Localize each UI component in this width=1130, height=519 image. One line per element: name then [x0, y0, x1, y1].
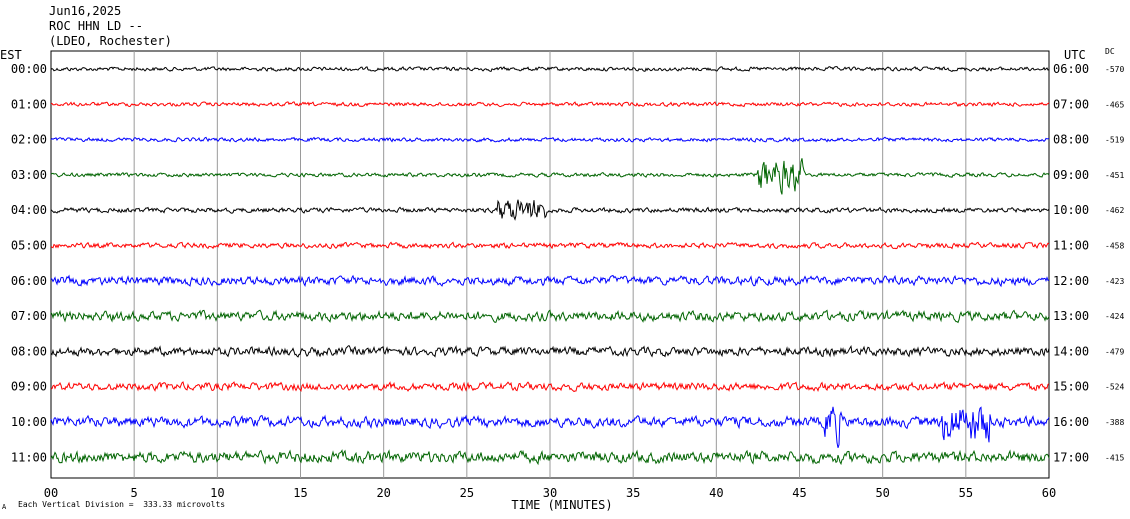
row-label-utc: 08:00 [1053, 133, 1089, 147]
dc-label: DC [1105, 47, 1115, 56]
header-date: Jun16,2025 [49, 4, 122, 18]
row-label-dc: -388 [1105, 418, 1124, 427]
trace-row-06:00 [50, 274, 1050, 288]
row-label-utc: 15:00 [1053, 380, 1089, 394]
x-axis-title: TIME (MINUTES) [511, 498, 612, 512]
chart-grid [50, 50, 1050, 479]
footer-scale-note: Each Vertical Division = 333.33 microvol… [18, 500, 226, 509]
row-label-est: 04:00 [11, 203, 47, 217]
row-label-dc: -465 [1105, 100, 1124, 109]
row-label-dc: -424 [1105, 312, 1124, 321]
row-label-est: 10:00 [11, 415, 47, 429]
row-label-est: 08:00 [11, 344, 47, 358]
row-label-est: 07:00 [11, 309, 47, 323]
row-label-dc: -451 [1105, 171, 1124, 180]
row-label-utc: 11:00 [1053, 239, 1089, 253]
row-label-utc: 09:00 [1053, 168, 1089, 182]
row-label-est: 00:00 [11, 62, 47, 76]
x-tick-label: 35 [626, 486, 640, 500]
row-label-dc: -479 [1105, 347, 1124, 356]
row-label-utc: 10:00 [1053, 203, 1089, 217]
trace-row-08:00 [50, 344, 1050, 358]
corner-mark: A [2, 503, 7, 511]
row-label-utc: 12:00 [1053, 274, 1089, 288]
row-label-dc: -524 [1105, 383, 1124, 392]
trace-row-09:00 [50, 381, 1050, 393]
chart-x-axis: 00 5 10 15 20 25 30 35 40 45 50 55 60 TIME (MINUTES) [44, 486, 1056, 512]
row-label-utc: 13:00 [1053, 309, 1089, 323]
x-tick-label: 30 [543, 486, 557, 500]
row-label-est: 02:00 [11, 133, 47, 147]
row-label-est: 11:00 [11, 450, 47, 464]
row-label-dc: -519 [1105, 136, 1124, 145]
trace-row-05:00 [50, 241, 1050, 250]
row-label-utc: 06:00 [1053, 62, 1089, 76]
x-tick-label: 60 [1042, 486, 1056, 500]
x-tick-label: 50 [875, 486, 889, 500]
row-label-est: 05:00 [11, 239, 47, 253]
trace-row-03:00 [50, 158, 1050, 195]
trace-row-04:00 [50, 199, 1050, 221]
header-network: (LDEO, Rochester) [49, 34, 172, 48]
est-label: EST [0, 48, 22, 62]
row-label-est: 03:00 [11, 168, 47, 182]
x-tick-label: 15 [293, 486, 307, 500]
trace-row-11:00 [50, 449, 1050, 466]
utc-label: UTC [1064, 48, 1086, 62]
x-tick-label: 00 [44, 486, 58, 500]
header-station: ROC HHN LD -- [49, 19, 143, 33]
row-label-est: 09:00 [11, 380, 47, 394]
row-label-dc: -570 [1105, 65, 1124, 74]
trace-row-00:00 [50, 66, 1050, 72]
row-label-utc: 17:00 [1053, 450, 1089, 464]
chart-traces [50, 66, 1050, 466]
x-tick-label: 5 [131, 486, 138, 500]
trace-row-02:00 [50, 136, 1050, 143]
trace-row-01:00 [50, 101, 1050, 108]
row-label-utc: 14:00 [1053, 344, 1089, 358]
row-label-est: 06:00 [11, 274, 47, 288]
row-label-est: 01:00 [11, 97, 47, 111]
row-label-dc: -462 [1105, 206, 1124, 215]
x-tick-label: 25 [460, 486, 474, 500]
row-label-dc: -415 [1105, 453, 1124, 462]
trace-row-07:00 [50, 309, 1050, 324]
row-label-dc: -458 [1105, 242, 1124, 251]
trace-row-10:00 [50, 406, 1050, 448]
x-tick-label: 40 [709, 486, 723, 500]
chart-row-labels: 00:00 06:00 -570 01:00 07:00 -465 02:00 08:00 -5… [11, 62, 1125, 464]
row-label-dc: -423 [1105, 277, 1124, 286]
row-label-utc: 07:00 [1053, 97, 1089, 111]
row-label-utc: 16:00 [1053, 415, 1089, 429]
x-tick-label: 10 [210, 486, 224, 500]
x-tick-label: 20 [376, 486, 390, 500]
x-tick-label: 45 [792, 486, 806, 500]
x-tick-label: 55 [959, 486, 973, 500]
